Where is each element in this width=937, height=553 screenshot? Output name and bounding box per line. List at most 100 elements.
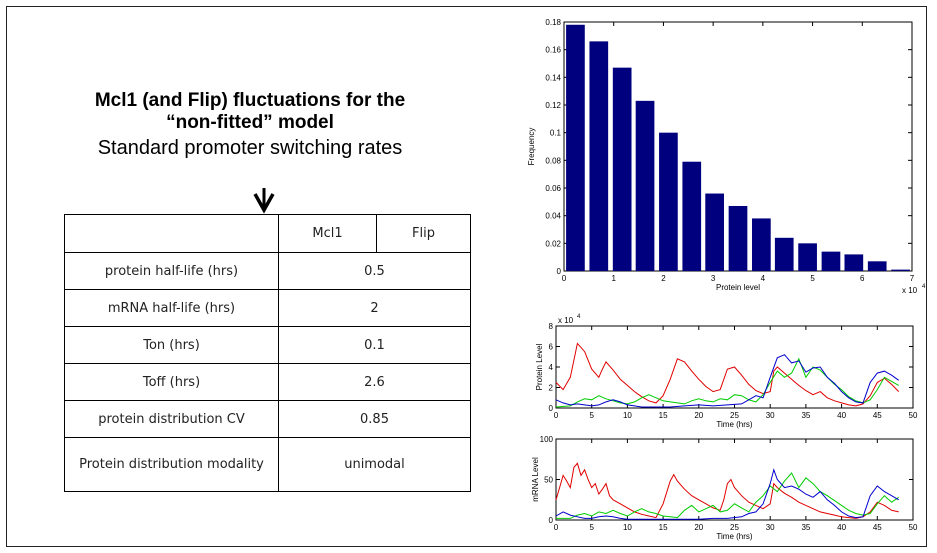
y-multiplier-label: x 10: [558, 316, 574, 325]
row-label: Toff (hrs): [64, 363, 279, 401]
y-axis-label: mRNA Level: [531, 457, 540, 502]
y-tick-label: 0.02: [545, 239, 561, 248]
y-axis-label: Protein Level: [535, 343, 544, 390]
x-axis-label: Time (hrs): [716, 532, 752, 541]
histogram-bar: [891, 269, 910, 271]
y-tick-label: 0.08: [545, 156, 561, 165]
y-tick-label: 0.18: [545, 18, 561, 27]
row-value: 0.1: [278, 326, 471, 364]
y-tick-label: 0: [549, 404, 554, 413]
series-line-green: [555, 357, 899, 408]
series-line-red: [555, 462, 899, 519]
histogram-bar: [798, 243, 817, 271]
x-tick-label: 5: [810, 274, 815, 283]
plot-frame: [555, 438, 914, 521]
series-line-blue: [555, 468, 899, 520]
x-tick-label: 45: [873, 411, 882, 420]
histogram-bar: [844, 254, 864, 271]
y-axis-label: Frequency: [527, 128, 536, 166]
x-tick-label: 25: [730, 411, 739, 420]
subtitle: Standard promoter switching rates: [97, 137, 403, 159]
x-tick-label: 0: [562, 274, 567, 283]
x-tick-label: 5: [589, 411, 594, 420]
y-tick-label: 8: [549, 322, 554, 331]
series-line-blue: [555, 354, 899, 408]
x-tick-label: 20: [694, 523, 703, 532]
histogram-bar: [752, 218, 771, 271]
title-line-2: “non-fitted” model: [166, 112, 334, 133]
x-tick-label: 45: [873, 523, 882, 532]
y-tick-label: 100: [540, 435, 554, 444]
x-multiplier-label: x 10: [902, 286, 918, 295]
x-tick-label: 1: [611, 274, 616, 283]
x-tick-label: 35: [801, 523, 810, 532]
table-header-flip: Flip: [376, 214, 471, 253]
x-tick-label: 10: [623, 411, 632, 420]
x-tick-label: 0: [554, 523, 559, 532]
x-tick-label: 2: [661, 274, 666, 283]
y-tick-label: 4: [549, 363, 554, 372]
histogram-bar: [821, 251, 841, 271]
x-tick-label: 40: [837, 523, 846, 532]
x-tick-label: 0: [554, 411, 559, 420]
x-tick-label: 50: [909, 411, 918, 420]
y-tick-label: 6: [549, 343, 554, 352]
table-row: mRNA half-life (hrs) 2: [64, 289, 471, 327]
y-tick-label: 0: [557, 267, 562, 276]
histogram-bar: [682, 161, 702, 271]
table-row: Protein distribution modality unimodal: [64, 437, 471, 492]
table-header-row: Mcl1 Flip: [64, 214, 471, 253]
x-multiplier-exponent: 4: [922, 284, 926, 290]
row-label: protein half-life (hrs): [64, 252, 279, 290]
row-label: protein distribution CV: [64, 400, 279, 438]
down-arrow-icon: [253, 188, 275, 214]
row-value: 0.5: [278, 252, 471, 290]
x-tick-label: 15: [659, 411, 668, 420]
table-row: protein distribution CV 0.85: [64, 400, 471, 438]
y-tick-label: 0.06: [545, 184, 561, 193]
row-label: Protein distribution modality: [64, 437, 279, 492]
series-line-green: [556, 472, 899, 519]
x-axis-label: Time (hrs): [716, 420, 752, 429]
row-value: unimodal: [278, 437, 471, 492]
x-tick-label: 25: [730, 523, 739, 532]
histogram-bar: [612, 67, 632, 272]
x-tick-label: 30: [766, 523, 775, 532]
y-tick-label: 2: [549, 384, 554, 393]
x-tick-label: 35: [801, 411, 810, 420]
table-row: Ton (hrs) 0.1: [64, 326, 471, 364]
y-tick-label: 0: [549, 516, 554, 525]
x-tick-label: 6: [860, 274, 865, 283]
histogram-bar: [659, 132, 678, 271]
x-tick-label: 40: [837, 411, 846, 420]
histogram-bar: [867, 261, 887, 271]
y-multiplier-exponent: 4: [577, 314, 581, 320]
title-line-1: Mcl1 (and Flip) fluctuations for the: [94, 90, 406, 111]
x-tick-label: 3: [711, 274, 716, 283]
x-axis-label: Protein level: [716, 283, 760, 292]
y-tick-label: 50: [544, 476, 553, 485]
histogram-bar: [705, 193, 724, 271]
row-label: Ton (hrs): [64, 326, 279, 364]
y-tick-label: 0.04: [545, 212, 561, 221]
x-tick-label: 4: [761, 274, 766, 283]
x-tick-label: 15: [659, 523, 668, 532]
series-line-red: [555, 342, 900, 407]
y-tick-label: 0.12: [545, 101, 561, 110]
row-label: mRNA half-life (hrs): [64, 289, 279, 327]
histogram-bar: [635, 100, 655, 271]
table-header-blank: [64, 214, 279, 253]
histogram-bar: [589, 41, 609, 271]
y-tick-label: 0.1: [550, 129, 562, 138]
histogram-bar: [774, 237, 794, 271]
row-value: 0.85: [278, 400, 471, 438]
table-row: Toff (hrs) 2.6: [64, 363, 471, 401]
row-value: 2.6: [278, 363, 471, 401]
x-tick-label: 5: [589, 523, 594, 532]
x-tick-label: 20: [694, 411, 703, 420]
parameter-table: Mcl1 Flip protein half-life (hrs) 0.5 mR…: [64, 214, 471, 492]
histogram-bar: [728, 205, 748, 271]
histogram-bar: [566, 24, 585, 272]
y-tick-label: 0.14: [545, 73, 561, 82]
